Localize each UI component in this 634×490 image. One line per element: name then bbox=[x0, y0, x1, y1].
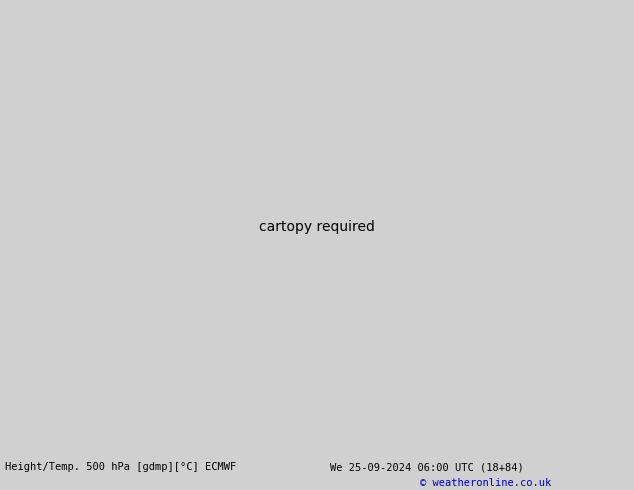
Text: cartopy required: cartopy required bbox=[259, 220, 375, 234]
Text: We 25-09-2024 06:00 UTC (18+84): We 25-09-2024 06:00 UTC (18+84) bbox=[330, 462, 524, 472]
Text: © weatheronline.co.uk: © weatheronline.co.uk bbox=[420, 478, 551, 488]
Text: Height/Temp. 500 hPa [gdmp][°C] ECMWF: Height/Temp. 500 hPa [gdmp][°C] ECMWF bbox=[5, 462, 236, 472]
